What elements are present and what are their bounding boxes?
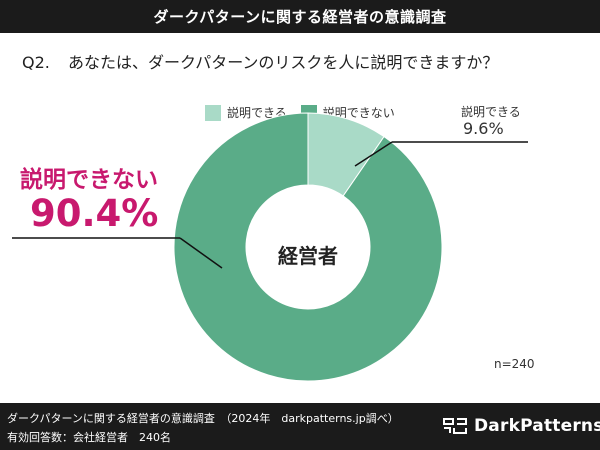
header-title: ダークパターンに関する経営者の意識調査 bbox=[153, 8, 447, 26]
footer-bar: ダークパターンに関する経営者の意識調査 （2024年 darkpatterns.… bbox=[0, 403, 600, 450]
question: Q2. あなたは、ダークパターンのリスクを人に説明できますか？ bbox=[22, 49, 498, 73]
donut-slices bbox=[173, 112, 443, 382]
question-text: あなたは、ダークパターンのリスクを人に説明できますか？ bbox=[68, 53, 499, 72]
callout-minority-value: 9.6% bbox=[463, 119, 504, 138]
callout-minority-label: 説明できる bbox=[461, 105, 521, 119]
header-bar: ダークパターンに関する経営者の意識調査 bbox=[0, 0, 600, 33]
donut-chart bbox=[12, 112, 528, 382]
legend-item-can-explain: 説明できる bbox=[205, 104, 287, 121]
darkpatterns-logo-icon bbox=[443, 418, 467, 434]
brand: DarkPatterns bbox=[442, 415, 600, 437]
sample-size: n=240 bbox=[494, 357, 535, 371]
callout-line-majority-diag bbox=[179, 237, 223, 269]
question-number: Q2. bbox=[22, 53, 50, 72]
donut-center-label: 経営者 bbox=[278, 244, 338, 268]
callout-majority-value: 90.4% bbox=[30, 192, 159, 235]
callout-majority-label: 説明できない bbox=[20, 167, 158, 193]
legend-swatch-can-explain bbox=[205, 104, 221, 121]
footer-respondents: 有効回答数：会社経営者 240名 bbox=[7, 431, 171, 444]
brand-name: DarkPatterns bbox=[474, 416, 600, 436]
donut-slice-cannot-explain bbox=[173, 112, 443, 382]
callout-line-minority bbox=[354, 141, 393, 167]
footer-source: ダークパターンに関する経営者の意識調査 （2024年 darkpatterns.… bbox=[7, 412, 399, 425]
legend-label-can-explain: 説明できる bbox=[227, 106, 287, 120]
